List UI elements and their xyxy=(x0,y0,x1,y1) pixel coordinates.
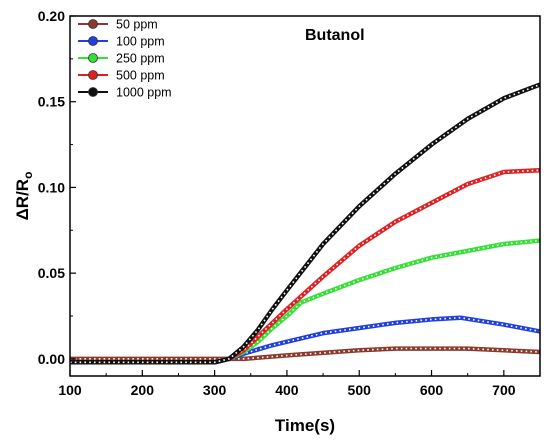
x-tick-label: 100 xyxy=(58,382,82,398)
series-layer xyxy=(69,82,541,365)
x-tick-label: 200 xyxy=(131,382,155,398)
x-tick-label: 300 xyxy=(203,382,227,398)
y-axis-title-subscript: o xyxy=(21,172,35,179)
legend-label: 100 ppm xyxy=(116,35,165,49)
legend: 50 ppm 100 ppm 250 ppm 500 ppm 1000 ppm xyxy=(78,18,172,100)
legend-item: 250 ppm xyxy=(78,52,165,66)
x-tick-label: 700 xyxy=(492,382,516,398)
legend-marker xyxy=(88,70,98,80)
x-axis-title: Time(s) xyxy=(275,416,335,435)
plot-frame xyxy=(69,15,541,377)
legend-item: 100 ppm xyxy=(78,35,165,49)
series-50-ppm xyxy=(69,346,541,362)
legend-item: 50 ppm xyxy=(78,18,158,32)
series-250-ppm xyxy=(69,238,541,365)
legend-label: 500 ppm xyxy=(116,69,165,83)
series-dots xyxy=(70,316,541,364)
legend-marker xyxy=(88,53,98,63)
y-tick-label: 0.05 xyxy=(38,265,65,281)
y-axis-title: ΔR/Ro xyxy=(13,172,35,221)
legend-label: 1000 ppm xyxy=(116,86,172,100)
series-dots xyxy=(70,239,541,364)
y-tick-label: 0.15 xyxy=(38,94,65,110)
legend-label: 50 ppm xyxy=(116,18,158,32)
legend-marker xyxy=(88,36,98,46)
x-tick-label: 500 xyxy=(348,382,372,398)
legend-item: 1000 ppm xyxy=(78,86,172,100)
legend-label: 250 ppm xyxy=(116,52,165,66)
y-axis-title-main: ΔR/R xyxy=(13,179,32,221)
y-tick-label: 0.10 xyxy=(38,179,65,195)
x-tick-label: 600 xyxy=(420,382,444,398)
y-tick-label: 0.20 xyxy=(38,8,65,24)
legend-marker xyxy=(88,87,98,97)
legend-item: 500 ppm xyxy=(78,69,165,83)
x-tick-label: 400 xyxy=(275,382,299,398)
chart-annotation: Butanol xyxy=(305,27,365,44)
legend-marker xyxy=(88,19,98,29)
ticks-layer: 100 200 300 400 500 600 700 0.00 0.05 0.10 0.15 0.2… xyxy=(38,8,516,398)
y-tick-label: 0.00 xyxy=(38,351,65,367)
